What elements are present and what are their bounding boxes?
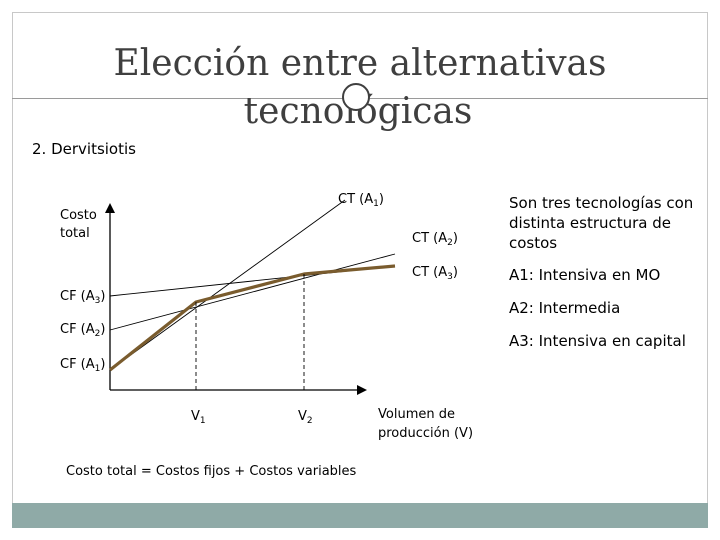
y-axis-label-line1: Costo <box>60 208 97 223</box>
minimum-cost-curve <box>109 264 396 372</box>
notes-description: Son tres tecnologías con distinta estruc… <box>509 194 694 252</box>
ct-a2-label: CT (A2) <box>412 231 458 248</box>
v2-label: V2 <box>298 409 313 426</box>
subtitle: 2. Dervitsiotis <box>32 140 136 158</box>
cost-formula: Costo total = Costos fijos + Costos vari… <box>66 464 357 479</box>
y-axis-label-line2: total <box>60 226 90 241</box>
cf-a3-label: CF (A3) <box>60 289 105 306</box>
note-a1: A1: Intensiva en MO <box>509 266 661 284</box>
title-circle-icon <box>342 83 370 111</box>
cf-a2-label: CF (A2) <box>60 322 105 339</box>
note-a2: A2: Intermedia <box>509 299 621 317</box>
ct-a3-label: CT (A3) <box>412 265 458 282</box>
footer-bar <box>12 503 708 528</box>
title-line-1: Elección entre alternativas <box>113 43 607 84</box>
ct-a1-label: CT (A1) <box>338 192 384 209</box>
ct-a1-line <box>109 199 346 371</box>
note-a3: A3: Intensiva en capital <box>509 332 686 350</box>
x-axis-label-line1: Volumen de <box>378 407 455 422</box>
v1-label: V1 <box>191 409 206 426</box>
ct-a2-line <box>109 253 396 331</box>
notes-panel: Son tres tecnologías con distinta estruc… <box>509 193 709 351</box>
cf-a1-label: CF (A1) <box>60 357 105 374</box>
x-axis-label-line2: producción (V) <box>378 426 473 441</box>
